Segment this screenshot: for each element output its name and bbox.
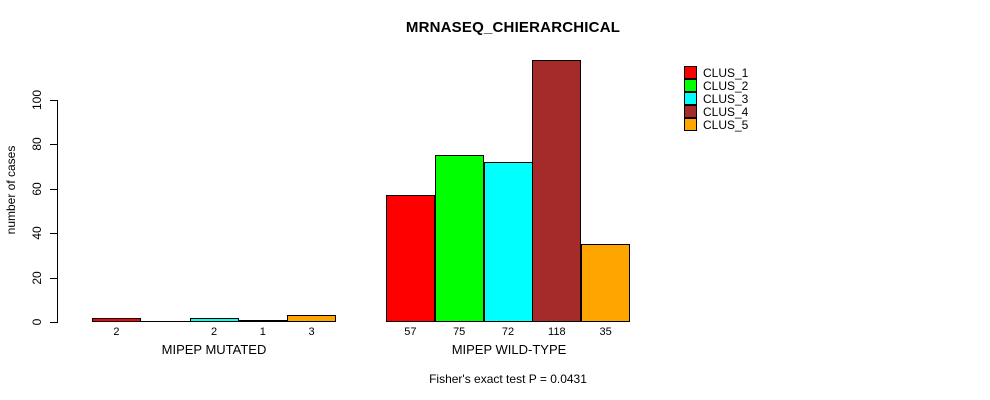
bar — [386, 195, 435, 322]
legend-swatch — [684, 105, 697, 118]
y-tick-label: 80 — [30, 137, 44, 152]
y-tick — [50, 322, 57, 323]
bar-value-label: 72 — [501, 326, 515, 338]
y-axis-line — [57, 100, 58, 323]
legend-row: CLUS_2 — [684, 78, 749, 93]
legend-row: CLUS_4 — [684, 104, 749, 119]
chart-title: MRNASEQ_CHIERARCHICAL — [405, 19, 621, 36]
category-label-mutated: MIPEP MUTATED — [161, 342, 267, 357]
y-tick — [50, 188, 57, 190]
bar-value-label: 118 — [548, 326, 566, 338]
bar — [238, 320, 288, 322]
bar — [434, 155, 484, 322]
bar-value-label: 57 — [404, 326, 417, 338]
legend-label: CLUS_3 — [703, 91, 749, 106]
legend: CLUS_1 CLUS_2 CLUS_3 CLUS_4 CLUS_5 — [684, 65, 749, 132]
legend-row: CLUS_1 — [684, 65, 749, 80]
legend-label: CLUS_2 — [703, 78, 749, 93]
bar-zero — [140, 321, 190, 322]
legend-row: CLUS_3 — [684, 91, 749, 106]
bar — [483, 162, 533, 322]
bar-value-label: 1 — [259, 326, 266, 338]
bar-value-label: 35 — [599, 326, 612, 338]
y-tick-label: 60 — [30, 182, 44, 196]
y-tick — [50, 277, 57, 279]
bar — [287, 315, 337, 322]
bar — [581, 244, 631, 322]
y-tick-label: 0 — [30, 318, 44, 326]
category-label-wildtype: MIPEP WILD-TYPE — [451, 342, 567, 357]
legend-swatch — [684, 79, 697, 92]
bar-value-label: 2 — [113, 326, 120, 338]
legend-swatch — [684, 118, 697, 131]
bar-value-label: 2 — [210, 326, 218, 338]
y-tick-label: 40 — [30, 226, 44, 240]
legend-label: CLUS_5 — [703, 117, 749, 132]
y-tick — [50, 233, 57, 235]
legend-label: CLUS_1 — [703, 65, 749, 80]
legend-label: CLUS_4 — [703, 104, 749, 119]
bar — [92, 318, 141, 322]
annotation-text: Fisher's exact test P = 0.0431 — [429, 372, 587, 386]
legend-swatch — [684, 92, 697, 105]
y-tick — [50, 100, 57, 101]
y-tick-label: 100 — [30, 89, 44, 111]
bar-value-label: 75 — [453, 326, 466, 338]
bar — [189, 318, 239, 322]
legend-swatch — [684, 66, 697, 79]
y-tick-label: 20 — [30, 270, 44, 285]
y-tick — [50, 144, 57, 146]
bar — [532, 60, 582, 322]
legend-row: CLUS_5 — [684, 117, 749, 132]
bar-value-label: 3 — [308, 326, 315, 338]
